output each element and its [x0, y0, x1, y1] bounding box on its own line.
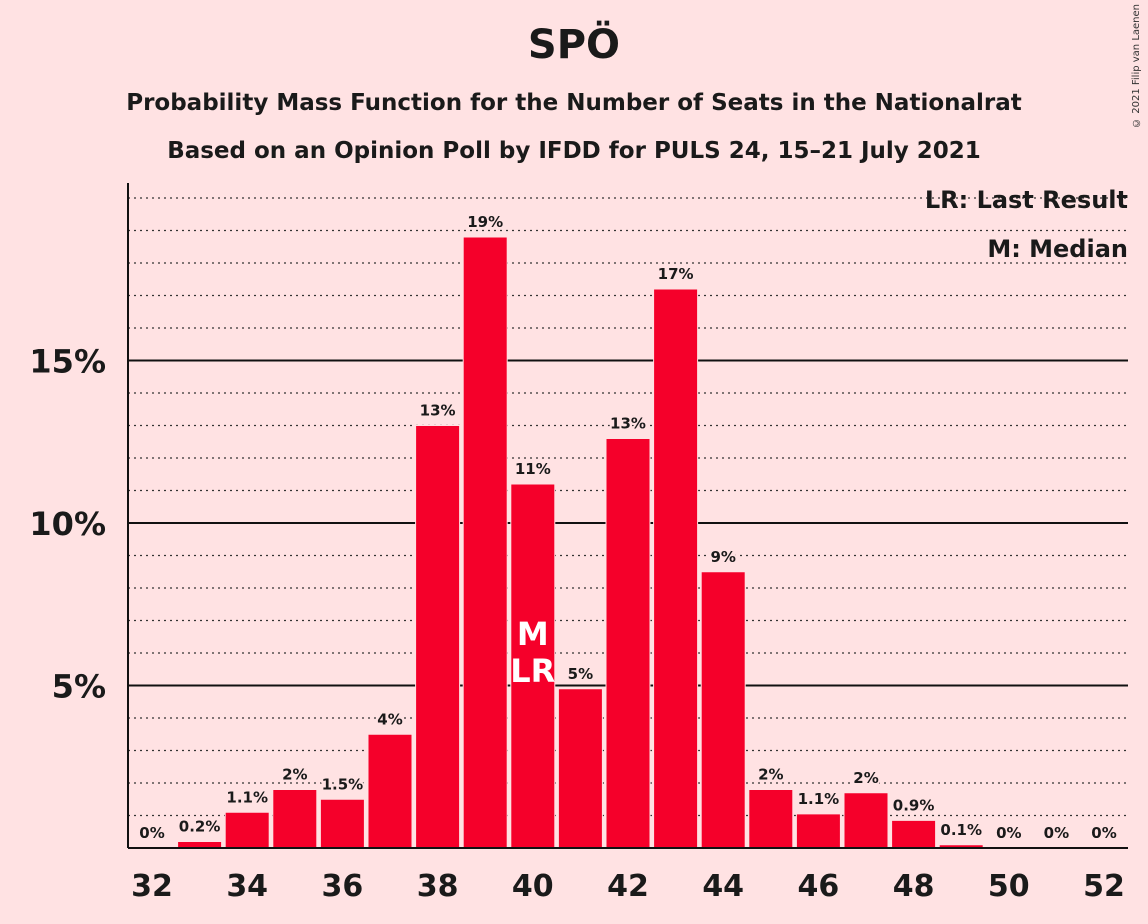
- bar-seat-41: [557, 688, 603, 849]
- x-tick-label: 50: [988, 869, 1030, 904]
- bar-seat-47: [843, 792, 889, 849]
- data-label: 0.9%: [893, 796, 935, 814]
- data-label: 17%: [658, 265, 694, 283]
- bars: [177, 236, 984, 849]
- data-label: 2%: [758, 766, 783, 784]
- data-label: 0%: [996, 824, 1021, 842]
- bar-seat-42: [605, 438, 651, 849]
- data-labels: 0% 0.2% 1.1% 2% 1.5% 4% 13% 19% 11% 5% 13% 17% 9% 2% 1…: [137, 211, 1118, 844]
- axes: 5% 10% 15% 32 34 36 38 40 42 44 46 48 50 52: [29, 183, 1128, 904]
- bar-seat-45: [748, 789, 794, 849]
- x-tick-label: 46: [798, 869, 840, 904]
- median-marker: M: [517, 615, 549, 653]
- bar-seat-43: [653, 288, 699, 849]
- x-tick-label: 44: [702, 869, 744, 904]
- chart-subtitle-2: Based on an Opinion Poll by IFDD for PUL…: [167, 138, 981, 164]
- data-label: 0.2%: [179, 818, 221, 836]
- x-tick-label: 42: [607, 869, 649, 904]
- legend-last-result: LR: Last Result: [925, 186, 1128, 214]
- x-tick-label: 52: [1083, 869, 1125, 904]
- bar-seat-48: [891, 819, 937, 849]
- data-label: 13%: [610, 415, 646, 433]
- x-tick-label: 40: [512, 869, 554, 904]
- x-tick-label: 36: [322, 869, 364, 904]
- bar-seat-35: [272, 789, 318, 849]
- chart-subtitle-1: Probability Mass Function for the Number…: [126, 90, 1022, 116]
- bar-seat-44: [700, 571, 746, 849]
- data-label: 2%: [282, 766, 307, 784]
- data-label: 0.1%: [940, 821, 982, 839]
- data-label: 0%: [139, 824, 164, 842]
- chart-title: SPÖ: [527, 22, 621, 68]
- data-label: 1.1%: [226, 788, 268, 806]
- bar-seat-37: [367, 733, 413, 849]
- data-label: 4%: [377, 710, 402, 728]
- data-label: 5%: [568, 665, 593, 683]
- bar-seat-36: [319, 798, 365, 849]
- legend: LR: Last Result M: Median: [925, 186, 1128, 263]
- bar-seat-40: [510, 483, 556, 849]
- data-label: 19%: [467, 213, 503, 231]
- bar-seat-46: [795, 813, 841, 849]
- data-label: 0%: [1091, 824, 1116, 842]
- data-label: 11%: [515, 460, 551, 478]
- bar-seat-39: [462, 236, 508, 849]
- y-tick-label: 5%: [52, 668, 106, 706]
- bar-seat-34: [224, 811, 270, 849]
- data-label: 9%: [710, 548, 735, 566]
- last-result-marker: LR: [510, 652, 555, 690]
- x-tick-label: 32: [131, 869, 173, 904]
- data-label: 2%: [853, 769, 878, 787]
- y-tick-label: 15%: [29, 343, 106, 381]
- x-tick-label: 34: [226, 869, 268, 904]
- bar-seat-38: [415, 425, 461, 849]
- data-label: 1.5%: [322, 775, 364, 793]
- legend-median: M: Median: [987, 235, 1128, 263]
- data-label: 0%: [1044, 824, 1069, 842]
- data-label: 13%: [420, 402, 456, 420]
- y-tick-label: 10%: [29, 505, 106, 543]
- x-tick-label: 48: [893, 869, 935, 904]
- data-label: 1.1%: [798, 790, 840, 808]
- x-tick-label: 38: [417, 869, 459, 904]
